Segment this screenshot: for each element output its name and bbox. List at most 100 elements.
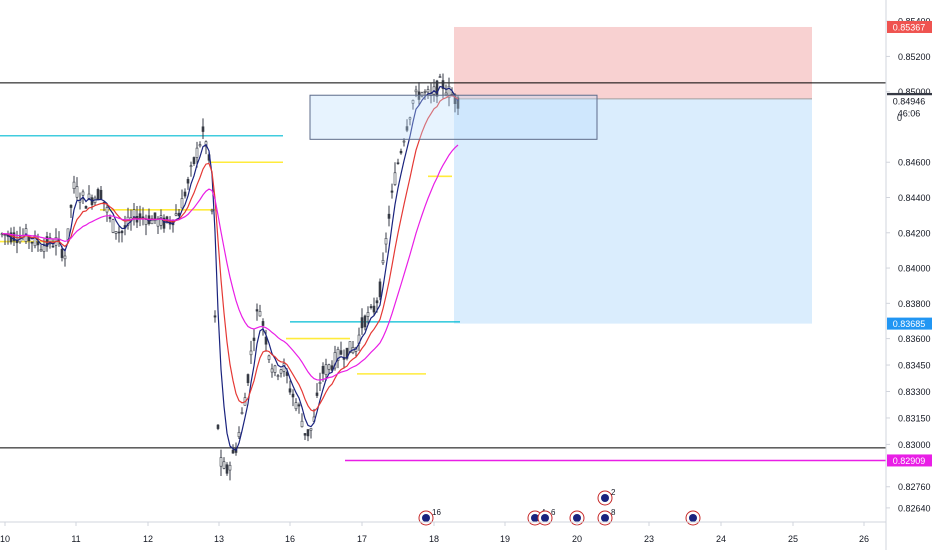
candle-body xyxy=(321,365,325,374)
candle-body xyxy=(267,355,271,360)
candle-body xyxy=(3,234,7,237)
candle-body xyxy=(75,186,79,198)
candle-body xyxy=(150,218,154,225)
price-badge xyxy=(887,20,932,33)
candle-body xyxy=(375,300,379,304)
candle-body xyxy=(366,312,370,317)
candle-body xyxy=(51,245,55,248)
candle-body xyxy=(105,207,109,213)
candle-body xyxy=(399,150,403,154)
economic-event-marker[interactable]: 2 xyxy=(597,488,616,506)
candle-body xyxy=(96,189,100,201)
price-badge-label: 0.83685 xyxy=(893,319,926,329)
candle-body xyxy=(144,219,148,225)
candle-body xyxy=(360,317,364,329)
moving-averages xyxy=(1,85,459,452)
event-flag-icon xyxy=(541,514,549,522)
candle-body xyxy=(132,209,136,218)
price-badge-label: 46:06 xyxy=(898,108,921,118)
candle-body xyxy=(420,92,424,97)
candle-body xyxy=(120,230,124,234)
candle-body xyxy=(198,144,202,147)
price-tick-label: 0.83600 xyxy=(898,334,931,344)
price-badge-label: 0.85367 xyxy=(893,22,926,32)
candle-body xyxy=(249,350,253,356)
candle-body xyxy=(219,457,223,467)
candle-body xyxy=(324,364,328,375)
time-axis[interactable]: 10 11 12 13 16 17 18 19 20 23 24 25 26 xyxy=(0,522,869,544)
price-badge xyxy=(887,106,932,119)
time-tick-label: 25 xyxy=(788,534,798,544)
event-flag-icon xyxy=(422,514,430,522)
candle-body xyxy=(225,464,229,474)
candle-body xyxy=(372,305,376,313)
candle-body xyxy=(114,231,118,234)
candle-body xyxy=(363,315,367,328)
event-count-label: 2 xyxy=(611,488,616,497)
candle-body xyxy=(189,165,193,168)
event-flag-icon xyxy=(601,494,609,502)
take-profit-zone xyxy=(454,98,812,324)
candle-body xyxy=(222,461,226,469)
candle-body xyxy=(63,255,67,260)
candle-body xyxy=(84,205,88,209)
price-tick-label: 0.82640 xyxy=(898,503,931,513)
candle-body xyxy=(264,336,268,345)
candle-body xyxy=(39,249,43,252)
event-count-label: 16 xyxy=(432,508,441,517)
candle-body xyxy=(393,172,397,185)
price-badge-label: 0.82909 xyxy=(893,456,926,466)
ema-slow-line xyxy=(2,144,459,381)
candle-body xyxy=(378,281,382,298)
candle-body xyxy=(240,412,244,414)
candle-body xyxy=(438,76,442,78)
candle-body xyxy=(186,179,190,184)
candle-body xyxy=(408,117,412,120)
price-tick-label: 0.84600 xyxy=(898,158,931,168)
candle-body xyxy=(111,219,115,233)
candle-body xyxy=(327,364,331,370)
event-flag-icon xyxy=(573,514,581,522)
price-tick-label: 0.82760 xyxy=(898,482,931,492)
event-count-label: 8 xyxy=(611,508,616,517)
candle-body xyxy=(384,238,388,245)
candle-body xyxy=(309,428,313,431)
candle-body xyxy=(405,126,409,131)
price-badge-label: 0.84946 xyxy=(893,97,926,107)
candle-body xyxy=(180,198,184,209)
time-tick-label: 16 xyxy=(285,534,295,544)
horizontal-levels[interactable] xyxy=(0,82,886,462)
time-tick-label: 19 xyxy=(500,534,510,544)
economic-event-marker[interactable] xyxy=(685,510,701,526)
candle-body xyxy=(306,429,310,437)
time-tick-label: 17 xyxy=(357,534,367,544)
candle-body xyxy=(36,241,40,246)
candle-body xyxy=(159,215,163,226)
candle-body xyxy=(435,80,439,97)
candle-body xyxy=(447,85,451,99)
event-flag-icon xyxy=(531,514,539,522)
candle-body xyxy=(183,191,187,197)
candle-body xyxy=(72,181,76,190)
candle-body xyxy=(441,80,445,89)
time-tick-label: 12 xyxy=(143,534,153,544)
candle-body xyxy=(333,352,337,369)
stop-loss-zone xyxy=(454,26,812,99)
candle-body xyxy=(228,464,232,471)
candle-body xyxy=(237,432,241,438)
candle-body xyxy=(156,218,160,227)
candle-body xyxy=(255,309,259,312)
candle-body xyxy=(456,97,460,109)
price-badge xyxy=(887,95,932,108)
candle-body xyxy=(201,126,205,132)
candle-body xyxy=(258,311,262,317)
candle-body xyxy=(48,237,52,245)
candle-body xyxy=(453,94,457,105)
price-tick-label: 0.84200 xyxy=(898,228,931,238)
event-flag-icon xyxy=(601,514,609,522)
candle-body xyxy=(339,350,343,355)
candle-body xyxy=(192,157,196,164)
